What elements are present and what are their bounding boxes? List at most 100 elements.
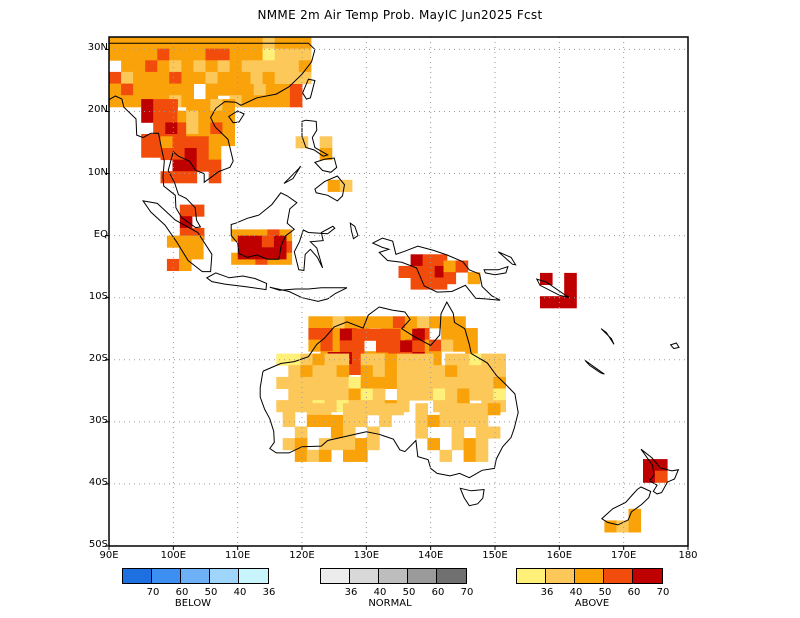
- below-legend-swatch: [210, 569, 239, 583]
- coastline-new-guinea: [371, 237, 501, 301]
- longitude-label: 140E: [417, 550, 444, 561]
- normal-legend-tick: 36: [344, 587, 358, 598]
- probability-cell: [433, 388, 446, 401]
- latitude-label: 20N: [87, 104, 108, 116]
- probability-cell: [457, 376, 470, 389]
- probability-cell: [412, 340, 425, 353]
- probability-cell: [217, 71, 231, 84]
- coastline-luzon: [301, 119, 329, 157]
- probability-cell: [493, 388, 506, 401]
- probability-cell: [172, 171, 186, 184]
- probability-cell: [193, 48, 206, 61]
- probability-cell: [421, 388, 434, 401]
- probability-cell: [282, 438, 296, 451]
- below-legend-tick: 40: [233, 587, 247, 598]
- probability-cell: [186, 110, 199, 123]
- probability-cell: [453, 328, 466, 341]
- probability-cell: [441, 316, 454, 329]
- probability-cell: [453, 339, 466, 352]
- probability-cell: [339, 328, 353, 341]
- probability-cell: [196, 148, 210, 161]
- above-legend-swatch: [517, 569, 546, 583]
- probability-cell: [367, 426, 380, 439]
- coastline-fiji: [669, 342, 680, 350]
- probability-cell: [445, 365, 458, 378]
- probability-cell: [300, 353, 313, 366]
- probability-cell: [217, 48, 231, 61]
- probability-cell: [282, 403, 296, 416]
- probability-cell: [300, 365, 313, 378]
- probability-cell: [343, 449, 356, 462]
- probability-cell: [384, 353, 398, 366]
- latitude-label: 30N: [87, 42, 108, 54]
- normal-legend-swatch: [408, 569, 437, 583]
- probability-cell: [172, 136, 186, 149]
- coastline-nz-north: [640, 448, 680, 495]
- probability-cell: [181, 83, 194, 96]
- probability-cell: [475, 449, 489, 462]
- probability-cell: [412, 328, 425, 341]
- probability-cell: [300, 376, 313, 389]
- probability-cell: [372, 388, 386, 401]
- longitude-label: 110E: [224, 550, 251, 561]
- probability-cell: [250, 48, 264, 61]
- probability-cell: [343, 426, 356, 439]
- probability-cell: [453, 316, 466, 329]
- map-title: NMME 2m Air Temp Prob. MayIC Jun2025 Fcs…: [257, 8, 543, 22]
- probability-cell: [330, 426, 344, 439]
- probability-cell: [181, 71, 194, 84]
- probability-cell: [415, 426, 428, 439]
- probability-cell: [376, 328, 389, 341]
- probability-cell: [355, 438, 368, 451]
- probability-cell: [288, 376, 301, 389]
- probability-cell: [294, 449, 308, 462]
- probability-cell: [421, 376, 434, 389]
- probability-cell: [320, 316, 334, 329]
- probability-cell: [616, 520, 629, 533]
- latitude-label: 30S: [88, 414, 108, 426]
- longitude-label: 90E: [99, 550, 119, 561]
- probability-cell: [153, 110, 166, 123]
- below-legend-tick: 50: [204, 587, 218, 598]
- probability-cell: [391, 403, 404, 416]
- probability-cell: [360, 365, 374, 378]
- probability-cell: [157, 60, 170, 73]
- probability-cell: [469, 376, 482, 389]
- probability-cell: [229, 71, 243, 84]
- probability-cell: [210, 110, 223, 123]
- probability-cell: [388, 340, 401, 353]
- probability-cell: [109, 71, 122, 84]
- probability-cell: [339, 340, 353, 353]
- probability-cell: [121, 83, 134, 96]
- probability-cell: [265, 83, 279, 96]
- above-legend-swatch: [546, 569, 575, 583]
- below-legend-ticks: 70 60 50 40 36: [122, 587, 276, 599]
- probability-cell: [564, 296, 577, 309]
- probability-cell: [451, 426, 465, 439]
- probability-cell: [481, 353, 494, 366]
- probability-cell: [286, 60, 300, 73]
- probability-cell: [286, 48, 300, 61]
- probability-cell: [481, 365, 494, 378]
- probability-cell: [249, 247, 263, 260]
- coastline-visayas: [313, 157, 338, 173]
- probability-cell: [165, 122, 178, 135]
- latitude-label: 50S: [88, 539, 108, 550]
- probability-cell: [336, 365, 350, 378]
- probability-cell: [184, 171, 198, 184]
- probability-cell: [384, 376, 398, 389]
- probability-cell: [332, 316, 346, 329]
- probability-cell: [196, 136, 210, 149]
- probability-cell: [141, 145, 154, 158]
- probability-cell: [169, 71, 182, 84]
- probability-cell: [308, 316, 321, 329]
- probability-cell: [487, 426, 501, 439]
- probability-cell: [193, 60, 206, 73]
- probability-cell: [493, 376, 506, 389]
- probability-cell: [336, 388, 350, 401]
- coastline-asia-mainland: [108, 42, 316, 229]
- probability-cell: [336, 353, 350, 366]
- probability-cell: [141, 134, 154, 147]
- probability-cell: [367, 438, 380, 451]
- below-legend-tick: 70: [146, 587, 160, 598]
